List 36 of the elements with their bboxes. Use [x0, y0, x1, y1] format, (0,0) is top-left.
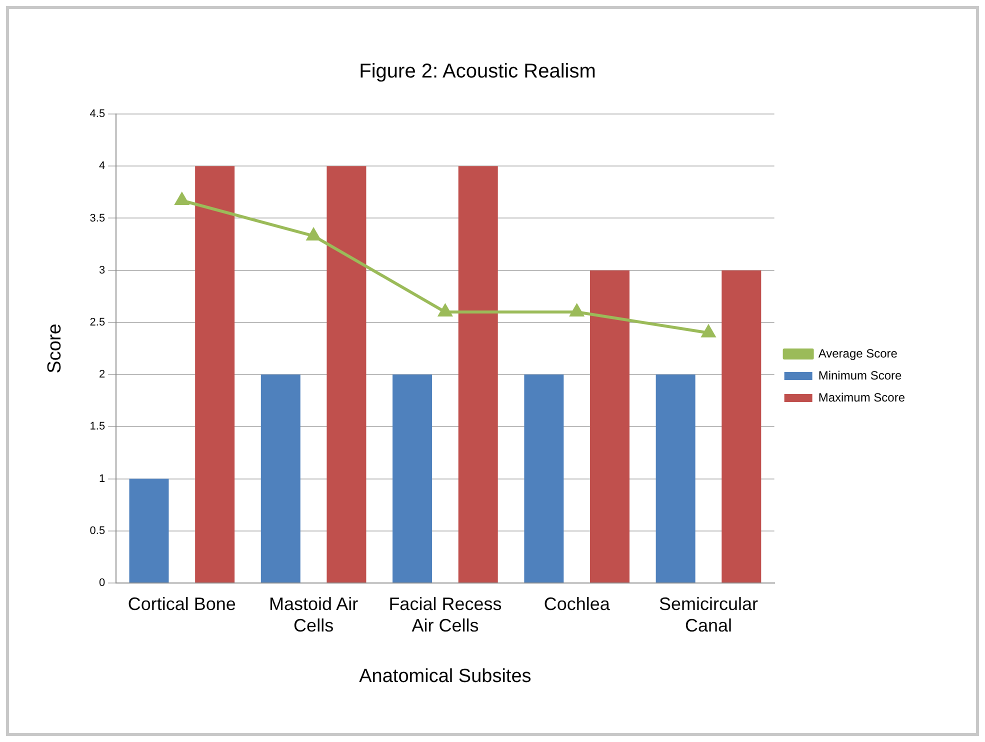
x-tick-label: Mastoid Air Cells — [269, 594, 358, 636]
chart-title: Figure 2: Acoustic Realism — [359, 60, 596, 83]
point — [570, 304, 584, 317]
y-tick-label: 3 — [98, 264, 106, 276]
y-axis-title: Score — [44, 324, 66, 374]
bar — [195, 166, 235, 582]
point — [306, 228, 320, 240]
y-tick-label: 4 — [98, 160, 106, 172]
y-tick-label: 2 — [98, 368, 106, 381]
point — [175, 193, 189, 206]
point — [438, 304, 452, 317]
y-tick-label: 0.5 — [90, 524, 106, 537]
bar — [590, 270, 630, 582]
bar — [656, 374, 696, 582]
x-tick-label: Cochlea — [544, 594, 611, 614]
bar — [722, 270, 762, 582]
y-tick-label: 3.5 — [90, 212, 106, 224]
x-tick-label: Facial Recess Air Cells — [388, 594, 502, 636]
x-axis-title: Anatomical Subsites — [359, 666, 532, 687]
bar — [458, 166, 498, 582]
x-tick-label: Semicircular Canal — [658, 594, 758, 636]
legend-label: Average Score — [818, 346, 898, 360]
y-tick-label: 0 — [98, 577, 106, 590]
point — [702, 325, 716, 338]
bar — [392, 374, 432, 582]
y-tick-label: 1 — [98, 472, 106, 485]
bar — [326, 166, 366, 582]
y-tick-label: 2.5 — [90, 316, 106, 328]
legend-label: Maximum Score — [818, 390, 906, 404]
y-tick-label: 1.5 — [90, 420, 106, 433]
legend-label: Minimum Score — [818, 368, 902, 382]
y-tick-label: 4.5 — [90, 108, 106, 120]
bar — [260, 374, 300, 582]
bar — [524, 374, 564, 582]
x-tick-label: Cortical Bone — [128, 594, 236, 614]
bar — [129, 478, 169, 582]
